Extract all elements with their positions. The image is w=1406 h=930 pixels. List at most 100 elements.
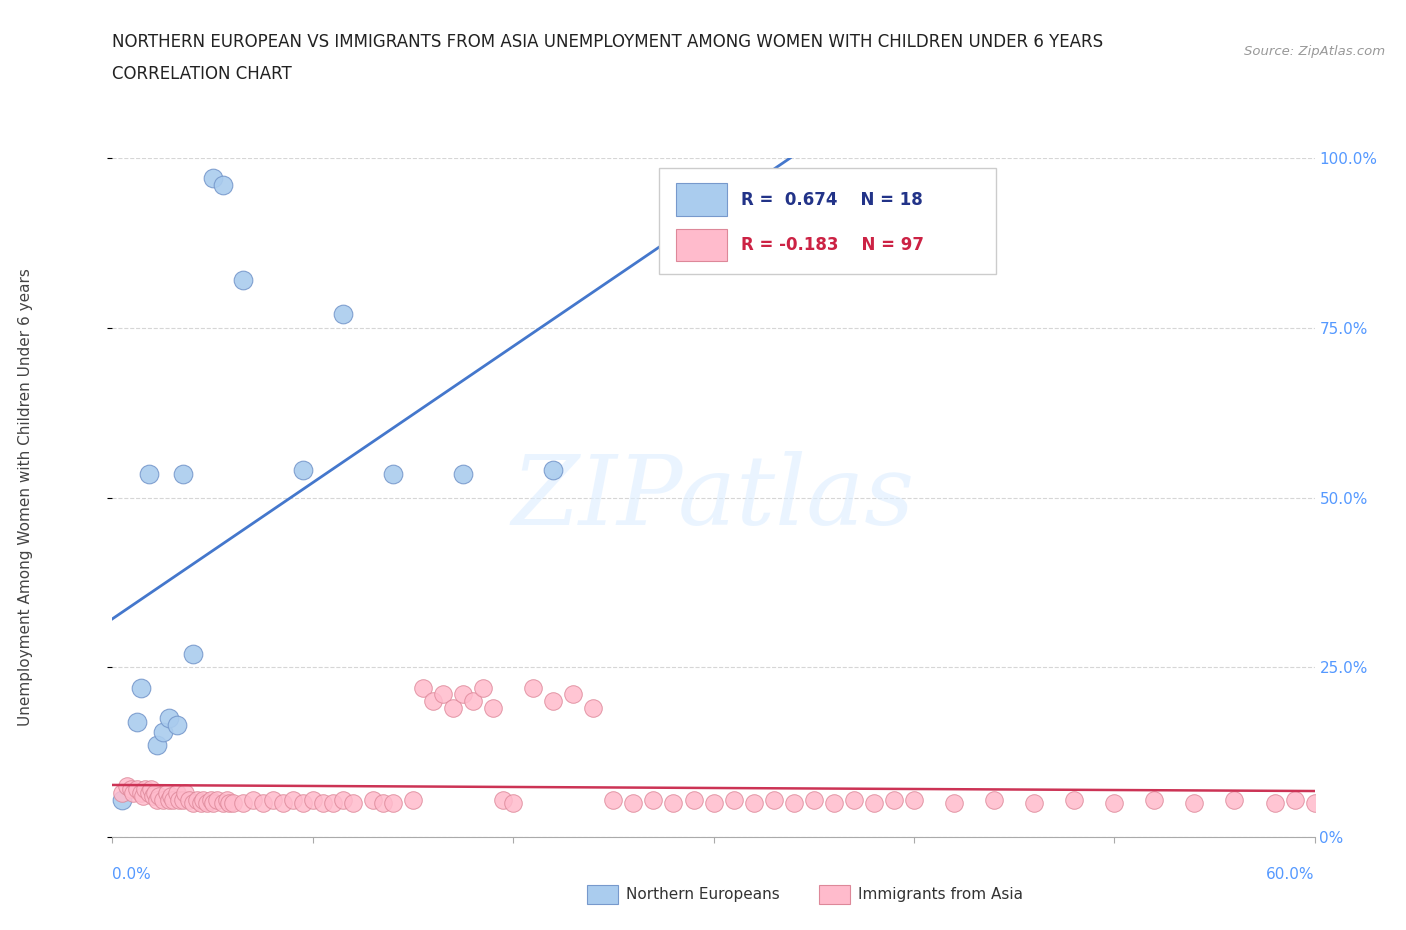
Point	[125, 782, 148, 797]
Point	[723, 792, 745, 807]
Point	[492, 792, 515, 807]
Point	[131, 789, 153, 804]
Point	[201, 796, 224, 811]
Point	[1303, 796, 1326, 811]
Point	[502, 796, 524, 811]
Point	[382, 466, 405, 481]
Point	[983, 792, 1005, 807]
Point	[461, 694, 484, 709]
Text: Immigrants from Asia: Immigrants from Asia	[858, 887, 1024, 902]
Point	[129, 786, 152, 801]
Point	[543, 463, 565, 478]
Point	[302, 792, 325, 807]
Text: Source: ZipAtlas.com: Source: ZipAtlas.com	[1244, 45, 1385, 58]
Point	[145, 792, 167, 807]
Point	[332, 792, 354, 807]
Point	[482, 700, 505, 715]
Point	[1364, 792, 1386, 807]
Point	[1264, 796, 1286, 811]
Point	[191, 792, 214, 807]
Point	[382, 796, 405, 811]
Point	[1024, 796, 1046, 811]
Point	[361, 792, 384, 807]
Point	[138, 466, 160, 481]
Point	[215, 792, 238, 807]
Point	[412, 680, 434, 695]
Point	[232, 796, 254, 811]
Point	[312, 796, 335, 811]
Point	[125, 714, 148, 729]
Point	[271, 796, 294, 811]
Point	[842, 792, 865, 807]
Point	[582, 700, 605, 715]
Point	[173, 786, 195, 801]
Point	[200, 792, 222, 807]
Point	[262, 792, 284, 807]
Point	[1403, 796, 1406, 811]
Point	[682, 792, 704, 807]
Point	[159, 789, 181, 804]
Bar	[676, 229, 727, 261]
Point	[742, 796, 765, 811]
Point	[883, 792, 905, 807]
Point	[186, 792, 208, 807]
Point	[211, 796, 233, 811]
Point	[205, 792, 228, 807]
Point	[120, 782, 142, 797]
Point	[1284, 792, 1306, 807]
Point	[441, 700, 464, 715]
Point	[1184, 796, 1206, 811]
Text: Northern Europeans: Northern Europeans	[626, 887, 780, 902]
Point	[157, 711, 180, 725]
Point	[562, 687, 585, 702]
Point	[621, 796, 644, 811]
Point	[152, 724, 174, 739]
Point	[643, 792, 665, 807]
Text: ZIPatlas: ZIPatlas	[512, 450, 915, 545]
Point	[201, 171, 224, 186]
Point	[111, 792, 134, 807]
Point	[291, 463, 314, 478]
Text: 60.0%: 60.0%	[1267, 867, 1315, 882]
Point	[111, 786, 134, 801]
Text: Unemployment Among Women with Children Under 6 years: Unemployment Among Women with Children U…	[18, 269, 32, 726]
Point	[402, 792, 425, 807]
Point	[1063, 792, 1085, 807]
Point	[702, 796, 725, 811]
Point	[322, 796, 344, 811]
Point	[281, 792, 304, 807]
Point	[252, 796, 274, 811]
Point	[472, 680, 495, 695]
Point	[222, 796, 245, 811]
Point	[903, 792, 925, 807]
Point	[522, 680, 544, 695]
Point	[162, 792, 184, 807]
Point	[863, 796, 886, 811]
Point	[148, 789, 170, 804]
Point	[1143, 792, 1166, 807]
Point	[166, 786, 188, 801]
FancyBboxPatch shape	[659, 168, 995, 273]
Text: 0.0%: 0.0%	[112, 867, 152, 882]
Point	[218, 796, 240, 811]
Point	[371, 796, 394, 811]
Point	[1223, 792, 1246, 807]
Point	[332, 307, 354, 322]
Point	[211, 178, 233, 193]
Point	[143, 786, 166, 801]
Point	[181, 796, 204, 811]
Point	[157, 792, 180, 807]
Text: CORRELATION CHART: CORRELATION CHART	[112, 65, 292, 83]
Point	[1344, 796, 1367, 811]
Point	[115, 778, 138, 793]
Point	[602, 792, 624, 807]
Point	[242, 792, 264, 807]
Point	[1323, 792, 1346, 807]
Point	[139, 782, 162, 797]
Point	[190, 796, 212, 811]
Point	[662, 796, 685, 811]
Point	[451, 466, 474, 481]
Point	[129, 680, 152, 695]
Point	[138, 786, 160, 801]
Point	[141, 789, 163, 804]
